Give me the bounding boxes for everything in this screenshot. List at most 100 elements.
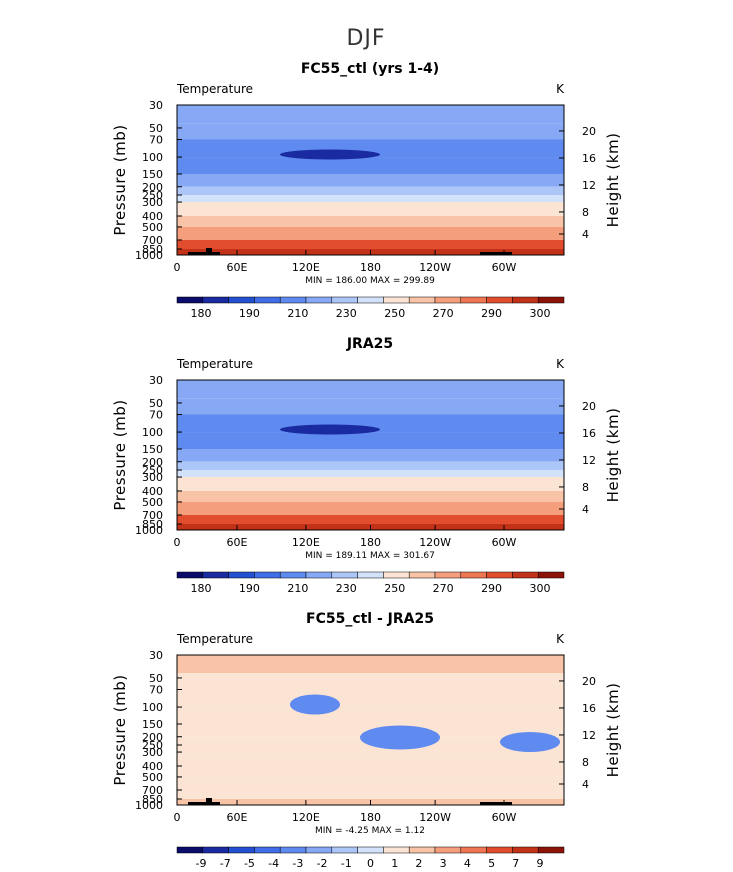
colorbar-label: 7 bbox=[512, 857, 519, 870]
colorbar-swatch bbox=[279, 296, 307, 304]
colorbar-label: 230 bbox=[336, 582, 357, 595]
y-tick-label: 300 bbox=[142, 196, 163, 209]
colorbar-label: -5 bbox=[244, 857, 255, 870]
units-label: K bbox=[556, 357, 565, 371]
contour-band bbox=[177, 202, 564, 216]
contour-band bbox=[177, 477, 564, 491]
y-right-tick-label: 12 bbox=[582, 179, 596, 192]
contour-band bbox=[177, 752, 564, 777]
y-right-axis-title: Height (km) bbox=[604, 408, 622, 503]
colorbar-swatch bbox=[279, 846, 307, 854]
colorbar-swatch bbox=[279, 571, 307, 579]
variable-label: Temperature bbox=[176, 357, 253, 371]
y-right-axis-title: Height (km) bbox=[604, 133, 622, 228]
y-tick-label: 200 bbox=[142, 456, 163, 469]
contour-band bbox=[177, 105, 564, 124]
colorbar-swatch bbox=[460, 846, 487, 854]
colorbar-swatch bbox=[228, 846, 255, 854]
colorbar-label: 2 bbox=[415, 857, 422, 870]
colorbar-swatch bbox=[331, 571, 358, 579]
x-tick-label: 60W bbox=[492, 811, 517, 824]
y-right-tick-label: 4 bbox=[582, 778, 589, 791]
y-tick-label: 250 bbox=[142, 739, 163, 752]
y-tick-label: 150 bbox=[142, 443, 163, 456]
contour-band bbox=[177, 414, 564, 433]
contour-band bbox=[177, 673, 564, 708]
x-tick-label: 0 bbox=[174, 261, 181, 274]
contour-band bbox=[177, 186, 564, 195]
minmax-label: MIN = -4.25 MAX = 1.12 bbox=[315, 826, 425, 836]
colorbar-swatch bbox=[434, 571, 462, 579]
contour-band bbox=[177, 380, 564, 399]
colorbar-swatch bbox=[331, 846, 358, 854]
x-tick-label: 180 bbox=[360, 811, 381, 824]
colorbar-label: 5 bbox=[488, 857, 495, 870]
minmax-label: MIN = 186.00 MAX = 299.89 bbox=[305, 276, 435, 286]
colorbar-swatch bbox=[228, 571, 255, 579]
colorbar-label: -2 bbox=[317, 857, 328, 870]
colorbar-label: 190 bbox=[239, 582, 260, 595]
contour-band bbox=[177, 461, 564, 470]
units-label: K bbox=[556, 632, 565, 646]
colorbar-swatch bbox=[357, 571, 384, 579]
colorbar-label: 290 bbox=[481, 582, 502, 595]
colorbar-label: 180 bbox=[191, 582, 212, 595]
colorbar-swatch bbox=[357, 846, 384, 854]
contour-band bbox=[177, 195, 564, 203]
colorbar-label: -7 bbox=[220, 857, 231, 870]
colorbar-label: 9 bbox=[537, 857, 544, 870]
x-tick-label: 180 bbox=[360, 536, 381, 549]
colorbar-swatch bbox=[305, 846, 333, 854]
y-tick-label: 300 bbox=[142, 746, 163, 759]
colorbar-swatch bbox=[383, 846, 410, 854]
colorbar-swatch bbox=[408, 296, 436, 304]
y-right-tick-label: 20 bbox=[582, 125, 596, 138]
topography-mask bbox=[480, 802, 512, 805]
contour-band bbox=[177, 776, 564, 790]
y-tick-label: 100 bbox=[142, 426, 163, 439]
colorbar-swatch bbox=[512, 846, 539, 854]
colorbar-label: 270 bbox=[433, 582, 454, 595]
colorbar-swatch bbox=[537, 296, 565, 304]
y-right-tick-label: 16 bbox=[582, 427, 596, 440]
y-tick-label: 700 bbox=[142, 509, 163, 522]
y-right-tick-label: 8 bbox=[582, 481, 589, 494]
y-tick-label: 100 bbox=[142, 701, 163, 714]
colorbar-label: -4 bbox=[268, 857, 279, 870]
y-tick-label: 250 bbox=[142, 189, 163, 202]
y-tick-label: 30 bbox=[149, 649, 163, 662]
contour-band bbox=[177, 449, 564, 462]
contour-region bbox=[500, 732, 560, 752]
colorbar-swatch bbox=[254, 296, 281, 304]
y-axis-title: Pressure (mb) bbox=[111, 124, 129, 235]
y-tick-label: 70 bbox=[149, 409, 163, 422]
colorbar-label: -3 bbox=[292, 857, 303, 870]
colorbar-swatch bbox=[486, 296, 513, 304]
y-tick-label: 850 bbox=[142, 518, 163, 531]
colorbar-label: 190 bbox=[239, 307, 260, 320]
contour-minimum bbox=[280, 149, 380, 160]
y-tick-label: 400 bbox=[142, 485, 163, 498]
y-tick-label: 700 bbox=[142, 784, 163, 797]
x-tick-label: 120W bbox=[419, 536, 451, 549]
colorbar-label: 3 bbox=[440, 857, 447, 870]
colorbar-swatch bbox=[202, 846, 229, 854]
y-tick-label: 1000 bbox=[135, 524, 163, 537]
y-tick-label: 50 bbox=[149, 122, 163, 135]
contour-band bbox=[177, 123, 564, 140]
x-tick-label: 60E bbox=[227, 261, 248, 274]
colorbar-swatch bbox=[512, 571, 539, 579]
topography-mask bbox=[480, 252, 512, 255]
contour-band bbox=[177, 240, 564, 249]
colorbar-swatch bbox=[331, 296, 358, 304]
y-tick-label: 30 bbox=[149, 99, 163, 112]
x-tick-label: 60E bbox=[227, 536, 248, 549]
contour-region bbox=[360, 725, 440, 750]
y-right-tick-label: 8 bbox=[582, 206, 589, 219]
y-tick-label: 100 bbox=[142, 151, 163, 164]
y-right-tick-label: 16 bbox=[582, 702, 596, 715]
y-right-tick-label: 12 bbox=[582, 454, 596, 467]
x-tick-label: 120E bbox=[292, 811, 320, 824]
contour-band bbox=[177, 139, 564, 158]
